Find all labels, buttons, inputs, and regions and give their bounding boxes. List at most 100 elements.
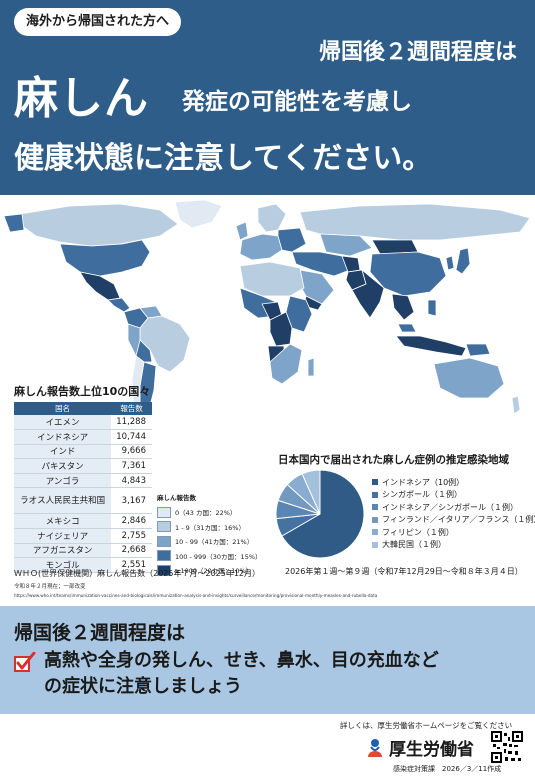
map-legend: 麻しん報告数 0（43 カ国：22%） 1 - 9（31カ国：16%） 10 -…: [157, 492, 277, 578]
map-korea: [445, 255, 455, 271]
pie-legend-item: フィリピン（１例）: [372, 526, 535, 539]
table-cell-country: インドネシア: [14, 429, 112, 445]
legend-swatch: [157, 550, 171, 562]
map-southern-africa: [269, 343, 303, 385]
legend-item: 1 - 9（31カ国：16%）: [157, 520, 277, 535]
pie-legend-label: フィンランド／イタリア／フランス（１例）: [382, 515, 535, 525]
map-madagascar: [307, 357, 315, 377]
table-cell-count: 9,666: [111, 444, 152, 460]
qr-code-icon[interactable]: [491, 731, 523, 763]
country-column-header: 国名: [14, 402, 112, 415]
pie-legend-item: フィンランド／イタリア／フランス（１例）: [372, 514, 535, 527]
world-measles-map: [3, 200, 531, 415]
header-banner: 海外から帰国された方へ 帰国後２週間程度は 麻しん 発症の可能性を考慮し 健康状…: [0, 0, 535, 195]
legend-item: 0（43 カ国：22%）: [157, 505, 277, 520]
table-row: アンゴラ 4,843: [14, 473, 152, 489]
table-cell-count: 2,551: [111, 557, 152, 573]
pie-legend-label: 大韓民国（１例）: [382, 540, 446, 550]
map-uk: [235, 221, 249, 241]
source-citation: ＷＨＯ(世界保健機関）麻しん報告数（2025年７月〜2025年12月）: [14, 569, 261, 578]
pie-legend-swatch: [372, 529, 378, 536]
map-north-africa: [239, 261, 305, 297]
legend-label: 100 - 999（30カ国：15%）: [175, 552, 262, 561]
pie-legend-swatch: [372, 479, 378, 486]
table-cell-count: 2,755: [111, 528, 152, 544]
table-cell-count: 10,744: [111, 429, 152, 445]
map-kazakhstan: [319, 233, 373, 257]
map-papua: [465, 343, 491, 357]
map-central-america: [107, 297, 131, 313]
map-bolivia: [135, 339, 153, 363]
map-malaysia: [397, 323, 417, 333]
legend-item: 10 - 99（41カ国：21%）: [157, 534, 277, 549]
table-cell-count: 2,668: [111, 543, 152, 559]
legend-title: 麻しん報告数: [157, 494, 196, 502]
pie-chart-period: 2026年第１週〜第９週（令和7年12月29日〜令和８年３月４日）: [285, 567, 523, 576]
headline-onset-possibility: 発症の可能性を考慮し: [182, 89, 412, 115]
table-cell-country: ラオス人民民主共和国: [14, 487, 112, 515]
ranking-table-header: 国名 報告数: [14, 402, 152, 415]
table-row: メキシコ 2,846: [14, 513, 152, 530]
pie-legend-item: 大韓民国（１例）: [372, 539, 535, 552]
table-cell-country: メキシコ: [14, 513, 112, 530]
pie-slice: [301, 469, 321, 515]
infection-region-pie-chart: [275, 469, 365, 559]
source-url[interactable]: https://www.who.int/teams/immunization-v…: [14, 593, 378, 598]
table-cell-count: 4,843: [111, 473, 152, 489]
advice-text-line2: の症状に注意しましょう: [44, 676, 242, 697]
pie-legend-label: インドネシア（10例）: [382, 477, 465, 487]
map-australia: [433, 357, 505, 399]
disease-name: 麻しん: [14, 73, 149, 124]
pie-legend-swatch: [372, 504, 378, 511]
table-row: ナイジェリア 2,755: [14, 528, 152, 544]
map-eastern-europe: [277, 227, 307, 253]
headline-two-weeks: 帰国後２週間程度は: [318, 40, 517, 65]
target-audience-badge: 海外から帰国された方へ: [14, 8, 182, 36]
table-cell-count: 7,361: [111, 458, 152, 474]
table-cell-country: インド: [14, 444, 112, 460]
checkbox-checked-icon: [14, 652, 36, 672]
legend-label: 10 - 99（41カ国：21%）: [175, 538, 254, 547]
table-cell-country: イエメン: [14, 415, 112, 431]
pie-legend-item: シンガポール（１例）: [372, 489, 535, 502]
headline-health-caution: 健康状態に注意してください。: [14, 141, 433, 176]
table-row: インドネシア 10,744: [14, 429, 152, 445]
ministry-logo-icon: [368, 739, 382, 757]
map-japan: [455, 247, 471, 275]
table-cell-count: 11,288: [111, 415, 152, 431]
map-turkey-iran: [291, 251, 351, 277]
ministry-name: 厚生労働省: [389, 740, 474, 760]
legend-swatch: [157, 564, 171, 576]
advice-heading: 帰国後２週間程度は: [14, 622, 186, 644]
table-row: インド 9,666: [14, 444, 152, 460]
map-new-zealand: [511, 395, 521, 415]
table-row: モンゴル 2,551: [14, 557, 152, 573]
map-mexico: [79, 271, 121, 301]
pie-legend-swatch: [372, 516, 378, 523]
map-scandinavia: [257, 203, 287, 233]
map-indonesia: [395, 335, 467, 357]
table-cell-country: アフガニスタン: [14, 543, 112, 559]
table-cell-count: 2,846: [111, 513, 152, 530]
pie-legend-label: フィリピン（１例）: [382, 527, 454, 537]
pie-chart-legend: インドネシア（10例） シンガポール（１例） インドネシア／シンガポール（１例） フィ…: [372, 476, 535, 551]
legend-swatch: [157, 506, 171, 518]
pie-legend-label: インドネシア／シンガポール（１例）: [382, 502, 518, 512]
legend-swatch: [157, 521, 171, 533]
table-cell-country: パキスタン: [14, 458, 112, 474]
table-row: イエメン 11,288: [14, 415, 152, 431]
map-laos-indochina: [391, 293, 415, 321]
legend-label: 1 - 9（31カ国：16%）: [175, 523, 245, 532]
pie-legend-item: インドネシア／シンガポール（１例）: [372, 501, 535, 514]
map-canada: [19, 203, 179, 247]
count-column-header: 報告数: [111, 402, 152, 415]
legend-label: ≥1000（20カ国：10%）: [175, 567, 253, 576]
legend-label: 0（43 カ国：22%）: [175, 509, 237, 518]
ranking-table: 国名 報告数 イエメン 11,288 インドネシア 10,744 インド 9,666 …: [14, 402, 152, 573]
table-row: パキスタン 7,361: [14, 458, 152, 474]
map-china: [369, 251, 447, 297]
table-row: アフガニスタン 2,668: [14, 543, 152, 559]
pie-legend-swatch: [372, 541, 378, 548]
map-india: [351, 268, 385, 319]
table-cell-country: ナイジェリア: [14, 528, 112, 544]
